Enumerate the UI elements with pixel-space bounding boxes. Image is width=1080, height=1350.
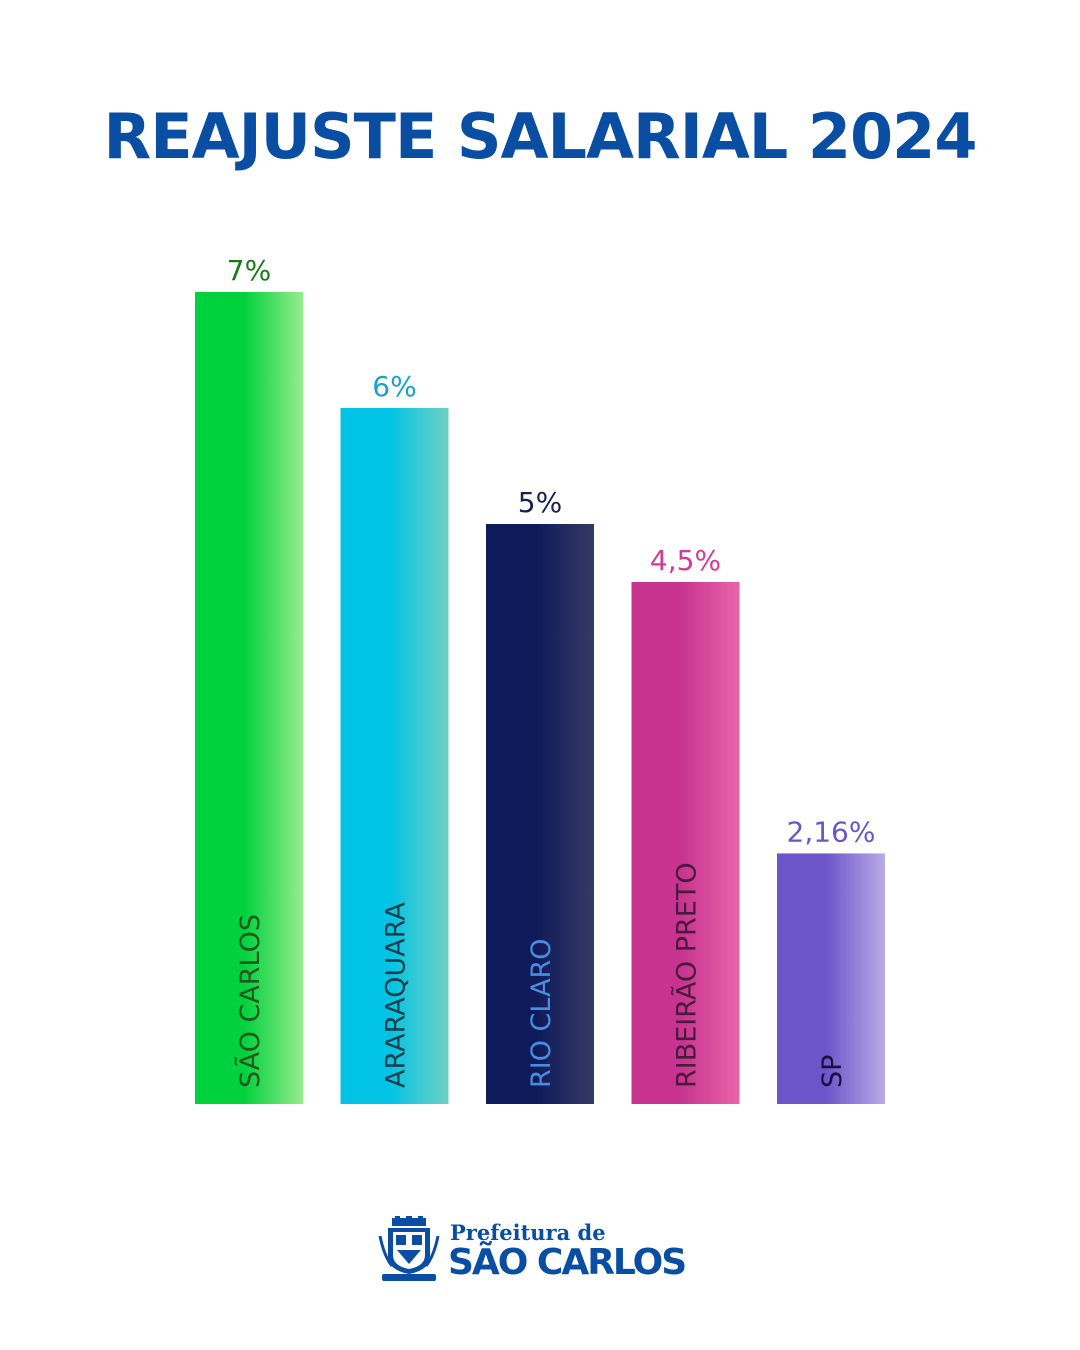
value-label-2: 5% (518, 486, 562, 519)
category-label-3: RIBEIRÃO PRETO (671, 862, 703, 1088)
chart-title: REAJUSTE SALARIAL 2024 (103, 100, 978, 173)
prefeitura-logo: Prefeitura de SÃO CARLOS (378, 1214, 708, 1284)
category-label-4: SP (817, 1055, 848, 1088)
value-label-0: 7% (227, 254, 271, 287)
category-label-0: SÃO CARLOS (234, 914, 266, 1088)
bar-1 (340, 408, 449, 1104)
category-label-1: ARARAQUARA (381, 902, 412, 1088)
city-coat-of-arms-icon (378, 1216, 440, 1281)
logo-text-city: SÃO CARLOS (448, 1242, 687, 1283)
bar-4 (777, 853, 885, 1104)
bar-0 (195, 292, 303, 1104)
value-label-1: 6% (372, 370, 416, 403)
value-label-3: 4,5% (650, 544, 721, 577)
bar-chart: 7% SÃO CARLOS 6% ARARAQUARA 5% RIO CLARO 4,5% R… (195, 254, 885, 1104)
value-label-4: 2,16% (787, 815, 876, 848)
bar-3 (631, 582, 740, 1104)
category-label-2: RIO CLARO (526, 938, 557, 1088)
logo-text-prefeitura: Prefeitura de (450, 1220, 606, 1245)
bar-2 (486, 524, 594, 1104)
